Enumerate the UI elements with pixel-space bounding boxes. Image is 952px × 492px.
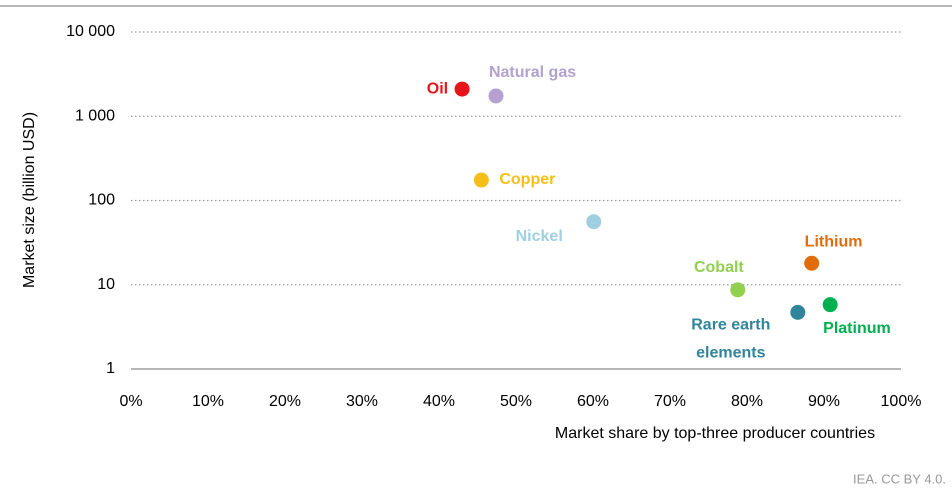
x-tick-label: 30% (346, 393, 378, 410)
point-label: Nickel (516, 228, 563, 245)
x-tick-label: 0% (119, 393, 142, 410)
point-label: Rare earth elements (691, 317, 770, 362)
point-label: Natural gas (489, 64, 576, 81)
y-tick-label: 1 000 (75, 107, 115, 124)
point-label: Cobalt (694, 259, 744, 276)
x-tick-label: 100% (881, 393, 922, 410)
point-label: Lithium (805, 233, 863, 250)
y-tick-label: 10 (97, 276, 115, 293)
y-tick-label: 10 000 (66, 23, 115, 40)
point (454, 81, 470, 97)
x-tick-label: 60% (577, 393, 609, 410)
point (473, 172, 489, 188)
y-axis-title: Market size (billion USD) (21, 112, 38, 288)
source: IEA. CC BY 4.0. (853, 471, 946, 486)
x-tick-label: 20% (269, 393, 301, 410)
x-axis-title: Market share by top-three producer count… (555, 425, 875, 442)
x-tick-label: 40% (423, 393, 455, 410)
point (586, 214, 602, 230)
point (790, 304, 806, 320)
point-label: Copper (499, 171, 555, 188)
x-tick-label: 50% (500, 393, 532, 410)
x-tick-label: 10% (192, 393, 224, 410)
x-tick-label: 80% (731, 393, 763, 410)
y-tick-label: 1 (106, 360, 115, 377)
point (822, 297, 838, 313)
y-tick-label: 100 (88, 192, 115, 209)
x-tick-label: 70% (654, 393, 686, 410)
point (804, 255, 820, 271)
point-label: Oil (427, 80, 448, 97)
point (488, 88, 504, 104)
point-label: Platinum (823, 320, 891, 337)
x-tick-label: 90% (808, 393, 840, 410)
point (730, 282, 746, 298)
